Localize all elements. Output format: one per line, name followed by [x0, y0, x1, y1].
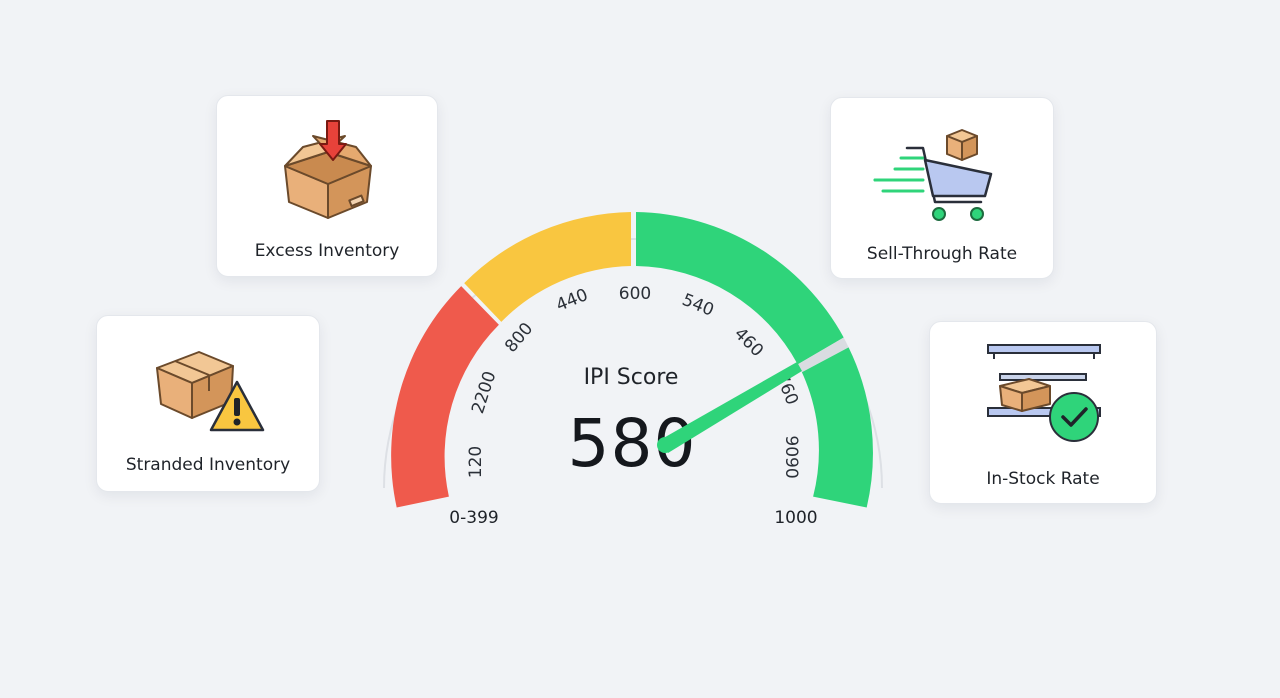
- gauge-tick-label: 460: [730, 324, 767, 361]
- gauge-needle: [660, 362, 802, 453]
- gauge-min-label: 0-399: [449, 508, 498, 528]
- card-label: Excess Inventory: [254, 241, 400, 261]
- gauge-tick-label: 800: [501, 319, 537, 357]
- shelf-check-icon: [987, 344, 1101, 442]
- gauge-tick-label: 440: [553, 285, 591, 316]
- card-label: Sell-Through Rate: [866, 244, 1018, 264]
- excess-inventory-card[interactable]: Excess Inventory: [216, 95, 438, 277]
- box-warning-icon: [156, 351, 265, 432]
- gauge-segment-green-lower: [801, 347, 873, 508]
- gauge-segment-yellow: [464, 212, 631, 322]
- card-label: In-Stock Rate: [986, 469, 1100, 489]
- gauge-segment-green-upper: [636, 212, 844, 365]
- gauge-tick-label: 600: [619, 284, 651, 304]
- gauge-title: IPI Score: [584, 365, 679, 390]
- gauge-segment-red: [391, 286, 499, 508]
- gauge-tick-label: 9090: [781, 435, 801, 478]
- gauge-tick-label: 540: [679, 290, 717, 321]
- sell-through-rate-card[interactable]: Sell-Through Rate: [830, 97, 1054, 279]
- gauge-needle-hub: [657, 437, 673, 453]
- gauge-tick-label: 2200: [468, 369, 500, 416]
- gauge-max-label: 1000: [774, 508, 817, 528]
- stranded-inventory-card[interactable]: Stranded Inventory: [96, 315, 320, 492]
- card-label: Stranded Inventory: [125, 455, 291, 475]
- gauge-segment-gap: [797, 337, 849, 373]
- shopping-cart-icon: [873, 129, 993, 221]
- in-stock-rate-card[interactable]: In-Stock Rate: [929, 321, 1157, 504]
- gauge-tick-label: 120: [466, 446, 486, 478]
- box-down-arrow-icon: [284, 120, 372, 219]
